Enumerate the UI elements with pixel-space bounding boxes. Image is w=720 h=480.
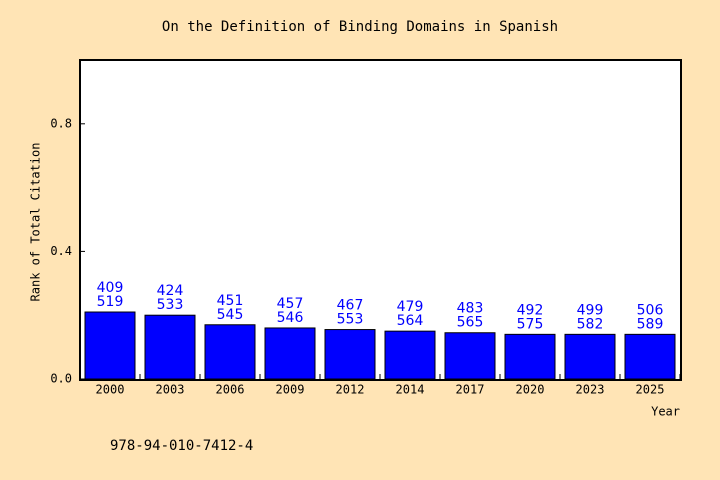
bar-label: 451: [217, 293, 244, 309]
bar-label: 483: [457, 301, 484, 317]
bar-label: 506: [637, 302, 664, 318]
bar-label: 457: [277, 296, 304, 312]
x-tick-label: 2003: [156, 383, 185, 397]
y-axis-label: Rank of Total Citation: [29, 143, 43, 302]
bar: [444, 332, 496, 380]
x-axis-label: Year: [651, 405, 680, 419]
bar-label: 589: [637, 316, 664, 332]
y-tick-label: 0.4: [50, 244, 72, 258]
chart-title: On the Definition of Binding Domains in …: [162, 19, 558, 35]
bar-label: 499: [577, 302, 604, 318]
y-tick-label: 0.8: [50, 116, 72, 130]
bar-label: 553: [337, 312, 364, 328]
bar-label: 533: [157, 297, 184, 313]
bar: [624, 333, 676, 380]
bar-label: 424: [157, 283, 184, 299]
x-tick-label: 2009: [276, 383, 305, 397]
bar-label: 467: [337, 298, 364, 314]
x-tick-label: 2014: [396, 383, 425, 397]
bar-label: 492: [517, 302, 544, 318]
y-tick-label: 0.0: [50, 372, 72, 386]
bar-label: 582: [577, 316, 604, 332]
bar-label: 519: [97, 294, 124, 310]
x-tick-label: 2006: [216, 383, 245, 397]
footnote: 978-94-010-7412-4: [110, 438, 253, 454]
x-tick-label: 2012: [336, 383, 365, 397]
bar: [384, 330, 436, 380]
bar-label: 575: [517, 316, 544, 332]
bar-label: 565: [457, 315, 484, 331]
bar-label: 409: [97, 280, 124, 296]
x-tick-label: 2000: [96, 383, 125, 397]
bar-label: 545: [217, 307, 244, 323]
bar: [84, 311, 136, 380]
bar: [504, 333, 556, 380]
bar: [264, 327, 316, 380]
bar: [204, 324, 256, 380]
bar-label: 564: [397, 313, 424, 329]
bar-label: 479: [397, 299, 424, 315]
x-tick-label: 2020: [516, 383, 545, 397]
x-tick-label: 2023: [576, 383, 605, 397]
bar-label: 546: [277, 310, 304, 326]
x-tick-label: 2017: [456, 383, 485, 397]
bar: [564, 333, 616, 380]
x-tick-label: 2025: [636, 383, 665, 397]
bar: [144, 314, 196, 380]
bar: [324, 329, 376, 380]
